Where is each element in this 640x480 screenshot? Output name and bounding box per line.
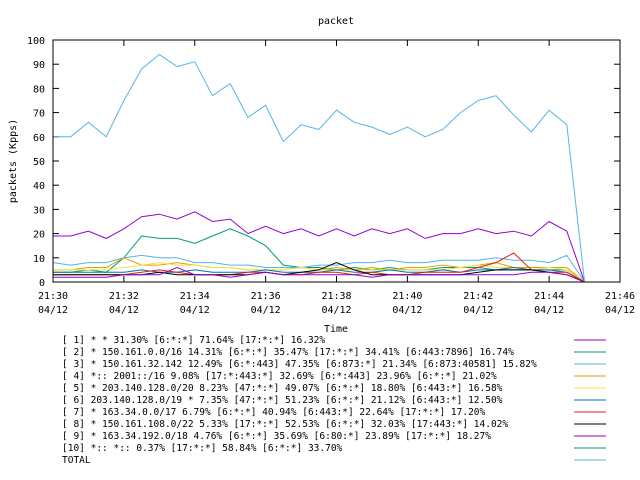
series-line (53, 252, 585, 283)
plot-frame (52, 39, 621, 283)
legend-label: [ 9] * 163.34.192.0/18 4.76% [6:*:*] 35.… (62, 431, 491, 442)
y-tick-label: 80 (33, 84, 45, 95)
series-lines (52, 53, 586, 283)
x-tick-time: 21:46 (605, 291, 635, 302)
legend: [ 1] * * 31.30% [6:*:*] 71.64% [17:*:*] … (62, 335, 606, 466)
x-tick-time: 21:36 (251, 291, 281, 302)
legend-label: [ 2] * 150.161.0.0/16 14.31% [6:*:*] 35.… (62, 347, 514, 358)
y-ticks: 0 10 20 30 40 50 60 70 80 90 100 (27, 36, 620, 289)
x-tick-date: 04/12 (251, 305, 281, 316)
x-tick-time: 21:42 (463, 291, 493, 302)
series-line (53, 53, 586, 283)
x-tick-date: 04/12 (38, 305, 68, 316)
x-tick-time: 21:34 (180, 291, 210, 302)
y-tick-label: 60 (33, 133, 45, 144)
legend-label: [ 7] * 163.34.0.0/17 6.79% [6:*:*] 40.94… (62, 407, 486, 418)
series-line (53, 266, 585, 283)
legend-label: TOTAL (62, 455, 91, 466)
y-tick-label: 50 (33, 157, 45, 168)
y-axis-label: packets (Kpps) (8, 119, 19, 203)
legend-label: [ 5] * 203.140.128.0/20 8.23% [47:*:*] 4… (62, 383, 503, 394)
y-tick-label: 40 (33, 181, 45, 192)
y-tick-label: 10 (33, 254, 45, 265)
y-tick-label: 100 (27, 36, 45, 47)
x-tick-date: 04/12 (321, 305, 351, 316)
x-tick-date: 04/12 (180, 305, 210, 316)
x-tick-date: 04/12 (534, 305, 564, 316)
y-tick-label: 30 (33, 205, 45, 216)
x-tick-time: 21:44 (534, 291, 564, 302)
x-tick-time: 21:30 (38, 291, 68, 302)
legend-label: [ 3] * 150.161.32.142 12.49% [6:*:443] 4… (62, 359, 537, 370)
legend-label: [ 4] *:: 2001::/16 9.08% [17:*:443:*] 32… (62, 371, 497, 382)
y-tick-label: 0 (39, 278, 45, 289)
x-tick-date: 04/12 (605, 305, 635, 316)
legend-label: [ 1] * * 31.30% [6:*:*] 71.64% [17:*:*] … (62, 335, 325, 346)
x-tick-time: 21:38 (321, 291, 351, 302)
x-tick-date: 04/12 (463, 305, 493, 316)
y-tick-label: 70 (33, 109, 45, 120)
y-tick-label: 90 (33, 60, 45, 71)
legend-label: [ 6] 203.140.128.0/19 * 7.35% [47:*:*] 5… (62, 395, 503, 406)
y-tick-label: 20 (33, 230, 45, 241)
x-axis-label: Time (324, 324, 348, 335)
x-tick-time: 21:40 (392, 291, 422, 302)
chart-title: packet (318, 16, 354, 27)
series-line (53, 228, 585, 283)
series-line (53, 211, 586, 283)
legend-label: [ 8] * 150.161.108.0/22 5.33% [17:*:*] 5… (62, 419, 508, 430)
legend-label: [10] *:: *:: 0.37% [17:*:*] 58.84% [6:*:… (62, 443, 343, 454)
series-line (52, 254, 586, 283)
x-tick-date: 04/12 (109, 305, 139, 316)
x-tick-date: 04/12 (392, 305, 422, 316)
x-tick-time: 21:32 (109, 291, 139, 302)
